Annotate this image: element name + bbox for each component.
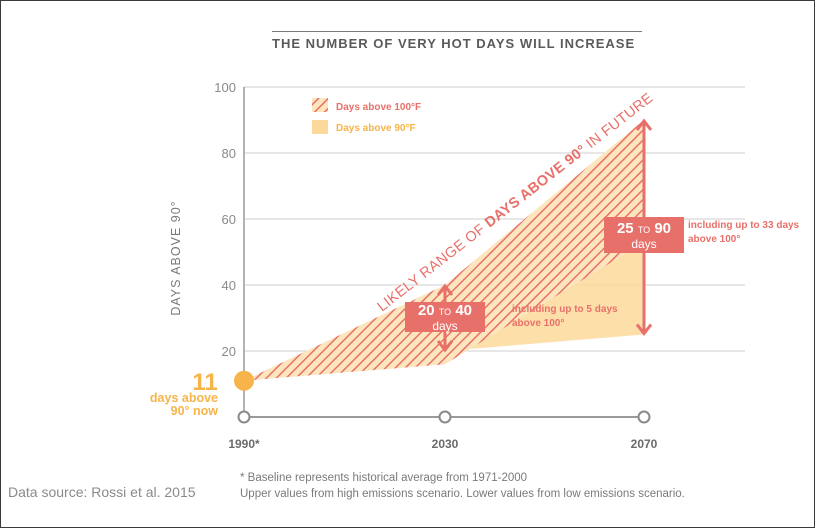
arrow-2070-head-up	[635, 118, 653, 131]
y-tick-label: 20	[222, 344, 236, 359]
arrow-2030-head-up	[436, 283, 454, 296]
y-tick-label: 60	[222, 212, 236, 227]
note-2030-line1: including up to 5 days	[512, 304, 618, 315]
chart-title: THE NUMBER OF VERY HOT DAYS WILL INCREAS…	[272, 36, 636, 51]
annotation-2030-range: 20 TO 40	[418, 302, 472, 319]
annotation-2030-box	[405, 302, 485, 332]
area-days-above-90	[244, 120, 644, 381]
baseline-marker	[234, 370, 254, 391]
arrow-2030-head-down	[436, 340, 454, 353]
x-tick-label: 2030	[432, 437, 459, 451]
footnote-baseline: * Baseline represents historical average…	[240, 472, 528, 484]
note-2070-line1: including up to 33 days	[688, 220, 800, 231]
annotation-2070-box	[604, 217, 684, 253]
arrow-2070-head-down	[635, 323, 653, 336]
y-tick-label: 100	[214, 80, 236, 95]
y-tick-label: 40	[222, 278, 236, 293]
note-2030-line2: above 100°	[512, 318, 564, 329]
legend-swatch-90	[312, 120, 328, 134]
x-axis-marker	[237, 410, 251, 424]
legend-label-90: Days above 90°F	[336, 123, 416, 134]
baseline-label-line2: 90° now	[171, 404, 219, 418]
footnote-scenarios: Upper values from high emissions scenari…	[240, 488, 685, 500]
annotation-2070-range: 25 TO 90	[617, 220, 671, 237]
baseline-value: 11	[192, 369, 217, 396]
data-source: Data source: Rossi et al. 2015	[8, 484, 196, 500]
x-tick-label: 2070	[631, 437, 658, 451]
x-tick-label: 1990*	[228, 437, 260, 451]
annotation-2070-unit: days	[631, 237, 656, 251]
legend-swatch-100	[312, 98, 328, 112]
y-axis-title: DAYS ABOVE 90°	[169, 200, 183, 315]
annotation-2030-unit: days	[432, 319, 457, 333]
legend-label-100: Days above 100°F	[336, 102, 421, 113]
x-axis-marker	[637, 410, 651, 424]
x-axis-marker	[438, 410, 452, 424]
y-tick-label: 80	[222, 146, 236, 161]
baseline-label-line1: days above	[150, 391, 218, 405]
note-2070-line2: above 100°	[688, 234, 740, 245]
title-rule	[272, 31, 642, 32]
